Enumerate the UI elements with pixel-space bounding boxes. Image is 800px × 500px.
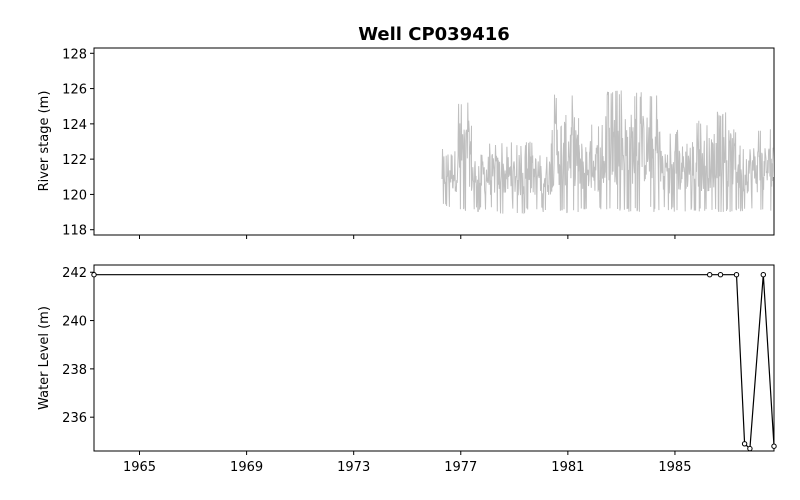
x-tick-label: 1977	[444, 460, 477, 475]
river-stage-panel: 118 120 122 124 126 128 River stage (m)	[37, 47, 775, 239]
chart-title: Well CP039416	[358, 24, 510, 45]
water-level-point	[741, 441, 748, 447]
y-tick-label: 124	[62, 118, 87, 133]
x-tick-label: 1969	[230, 460, 263, 475]
water-level-x-axis: 1965 1969 1973 1977 1981 1985	[123, 451, 691, 475]
x-tick-label: 1985	[658, 460, 691, 475]
river-stage-y-axis: 118 120 122 124 126 128	[62, 47, 94, 239]
water-level-point	[717, 272, 724, 278]
water-level-series	[91, 272, 777, 452]
y-tick-label: 238	[62, 363, 87, 378]
water-level-point	[771, 443, 777, 449]
y-tick-label: 122	[62, 153, 87, 168]
water-level-point	[760, 272, 766, 278]
y-tick-label: 236	[62, 411, 87, 426]
river-stage-line	[441, 90, 774, 215]
water-level-point	[747, 445, 753, 452]
river-stage-series	[441, 90, 774, 215]
water-level-point	[733, 272, 740, 278]
y-tick-label: 128	[62, 47, 87, 62]
water-level-point	[91, 272, 97, 278]
y-tick-label: 126	[62, 83, 87, 98]
water-level-panel: 236 238 240 242 1965 1969 1973 1977 1981 1985 Wa…	[37, 264, 777, 475]
y-tick-label: 242	[62, 266, 87, 281]
river-stage-plot-area	[93, 47, 775, 236]
x-tick-label: 1981	[551, 460, 584, 475]
water-level-point	[707, 272, 713, 278]
water-level-y-axis: 236 238 240 242	[62, 266, 94, 426]
y-tick-label: 118	[62, 224, 87, 239]
y-tick-label: 240	[62, 315, 87, 330]
y-tick-label: 120	[62, 188, 87, 203]
x-tick-label: 1965	[123, 460, 156, 475]
water-level-plot-area	[93, 264, 775, 452]
x-tick-label: 1973	[337, 460, 370, 475]
river-stage-x-axis	[139, 235, 676, 239]
river-stage-y-label: River stage (m)	[37, 91, 52, 192]
water-level-y-label: Water Level (m)	[37, 306, 52, 410]
